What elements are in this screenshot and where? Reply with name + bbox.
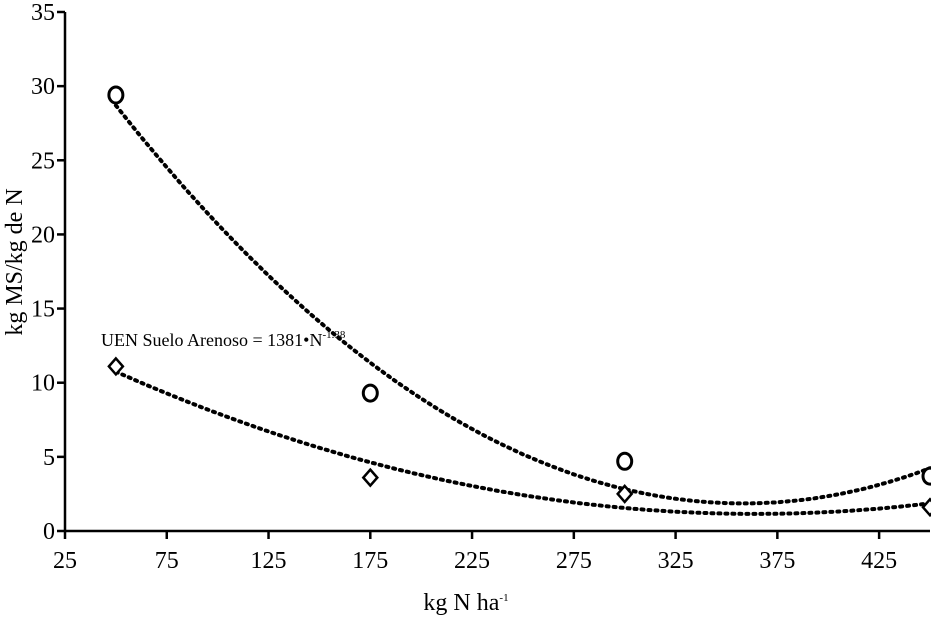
x-tick-label: 75 [155, 548, 179, 574]
x-tick-label: 325 [658, 548, 694, 574]
trend-lines [113, 103, 931, 516]
data-point-circle [616, 451, 634, 471]
equation-text: UEN Suelo Arenoso = 1381•N [101, 330, 322, 350]
axes [57, 10, 930, 539]
y-tick-label: 30 [31, 74, 55, 100]
tick-labels: 0 5 10 15 20 25 30 35 25 75 125 175 225 275 325 375 425 [31, 0, 897, 574]
x-tick-label: 425 [861, 548, 897, 574]
y-tick-label: 5 [43, 445, 55, 471]
x-tick-label: 275 [556, 548, 592, 574]
x-axis-title: kg N ha-1 [423, 590, 508, 616]
x-tick-label: 225 [454, 548, 490, 574]
data-point-circle [361, 383, 379, 403]
y-tick-label: 0 [43, 519, 55, 545]
y-tick-label: 10 [31, 371, 55, 397]
data-point-circle [921, 466, 931, 486]
trend-line-circle [113, 103, 931, 506]
x-axis-title-text: kg N ha [423, 590, 499, 616]
x-tick-label: 125 [251, 548, 287, 574]
y-tick-label: 15 [31, 297, 55, 323]
y-axis-title: kg MS/kg de N [2, 188, 28, 335]
data-point-diamond [921, 497, 931, 518]
data-point-diamond [107, 356, 125, 377]
x-tick-label: 375 [759, 548, 795, 574]
y-tick-label: 35 [31, 0, 55, 26]
trend-line-diamond [113, 369, 931, 516]
x-axis-title-exponent: -1 [499, 592, 508, 604]
data-point-circle [107, 85, 125, 105]
data-points [107, 85, 931, 518]
y-tick-label: 25 [31, 148, 55, 174]
x-tick-label: 25 [53, 548, 77, 574]
data-point-diamond [361, 467, 379, 488]
y-tick-label: 20 [31, 222, 55, 248]
data-point-diamond [616, 484, 634, 504]
equation-exponent: -1.38 [322, 329, 345, 341]
equation-annotation: UEN Suelo Arenoso = 1381•N-1.38 [101, 329, 346, 350]
x-tick-label: 175 [352, 548, 388, 574]
